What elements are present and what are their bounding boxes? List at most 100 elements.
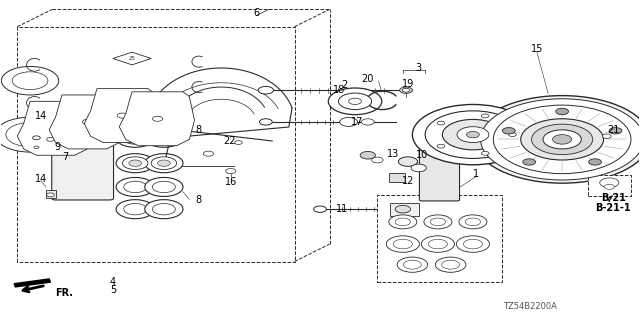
Circle shape: [602, 134, 611, 139]
Text: 18: 18: [333, 85, 345, 95]
Text: B-21: B-21: [601, 193, 625, 203]
Circle shape: [117, 113, 127, 118]
FancyBboxPatch shape: [52, 133, 113, 200]
Text: 21: 21: [607, 125, 620, 135]
Circle shape: [258, 86, 273, 94]
Circle shape: [589, 159, 602, 165]
Circle shape: [543, 130, 581, 149]
Circle shape: [395, 218, 410, 226]
Text: 1: 1: [473, 169, 479, 179]
Circle shape: [509, 133, 516, 137]
Text: 3: 3: [416, 63, 422, 73]
Circle shape: [83, 119, 93, 124]
Circle shape: [421, 236, 454, 252]
Circle shape: [403, 260, 421, 269]
Text: 10: 10: [416, 150, 428, 160]
Circle shape: [145, 128, 183, 147]
Text: 12: 12: [402, 176, 414, 186]
Circle shape: [152, 204, 175, 215]
Circle shape: [430, 218, 445, 226]
Text: 2: 2: [341, 80, 348, 91]
Text: 8: 8: [196, 195, 202, 205]
Circle shape: [600, 178, 619, 188]
Circle shape: [47, 193, 54, 197]
Circle shape: [24, 132, 36, 138]
Circle shape: [412, 105, 534, 165]
Circle shape: [6, 123, 54, 147]
Circle shape: [145, 200, 183, 219]
Circle shape: [226, 169, 236, 174]
Text: 15: 15: [531, 44, 543, 54]
Circle shape: [151, 157, 177, 170]
Circle shape: [481, 99, 640, 180]
Circle shape: [435, 257, 466, 272]
Circle shape: [411, 164, 426, 172]
Circle shape: [0, 117, 65, 152]
Circle shape: [502, 128, 515, 134]
Text: 5: 5: [110, 285, 116, 295]
Circle shape: [116, 154, 154, 173]
Circle shape: [442, 260, 460, 269]
Text: FR.: FR.: [56, 288, 74, 298]
Text: 4: 4: [110, 277, 116, 287]
Circle shape: [339, 93, 372, 109]
Polygon shape: [113, 52, 151, 65]
Circle shape: [349, 98, 362, 105]
Circle shape: [397, 257, 428, 272]
Text: 16: 16: [225, 177, 237, 187]
Circle shape: [399, 87, 412, 93]
Circle shape: [457, 127, 489, 142]
Circle shape: [116, 200, 154, 219]
Circle shape: [424, 215, 452, 229]
Polygon shape: [84, 89, 159, 142]
Circle shape: [425, 111, 521, 158]
Circle shape: [465, 218, 481, 226]
Circle shape: [493, 105, 631, 174]
Circle shape: [360, 151, 376, 159]
Circle shape: [372, 157, 383, 163]
Circle shape: [122, 132, 148, 144]
Circle shape: [124, 204, 147, 215]
Circle shape: [521, 119, 604, 160]
Text: B-21-1: B-21-1: [595, 203, 631, 212]
Text: 17: 17: [351, 117, 363, 127]
Text: 22: 22: [223, 136, 236, 146]
Circle shape: [204, 151, 214, 156]
Circle shape: [145, 178, 183, 196]
Polygon shape: [119, 92, 195, 146]
Text: 25: 25: [129, 56, 136, 61]
Circle shape: [116, 178, 154, 196]
Polygon shape: [14, 279, 51, 287]
Circle shape: [467, 132, 479, 138]
Circle shape: [235, 141, 243, 144]
Circle shape: [395, 205, 410, 213]
Circle shape: [481, 151, 489, 155]
Circle shape: [428, 239, 447, 249]
Circle shape: [328, 88, 382, 115]
Circle shape: [437, 121, 445, 125]
Polygon shape: [49, 95, 124, 149]
Text: 13: 13: [387, 149, 399, 159]
Circle shape: [532, 124, 593, 155]
Polygon shape: [17, 101, 93, 155]
Circle shape: [402, 88, 410, 92]
Circle shape: [259, 119, 272, 125]
Bar: [46, 190, 56, 198]
Circle shape: [556, 108, 568, 115]
Circle shape: [604, 184, 614, 189]
Text: 14: 14: [35, 174, 47, 184]
Circle shape: [459, 215, 487, 229]
Text: 8: 8: [196, 125, 202, 135]
Circle shape: [47, 138, 54, 141]
Circle shape: [523, 159, 536, 165]
Circle shape: [394, 239, 412, 249]
Circle shape: [362, 119, 374, 125]
Circle shape: [151, 132, 177, 144]
Text: 7: 7: [62, 152, 68, 162]
Circle shape: [314, 206, 326, 212]
Circle shape: [34, 146, 39, 148]
Circle shape: [552, 135, 572, 144]
Circle shape: [116, 128, 154, 147]
Bar: [389, 173, 404, 182]
Circle shape: [389, 215, 417, 229]
